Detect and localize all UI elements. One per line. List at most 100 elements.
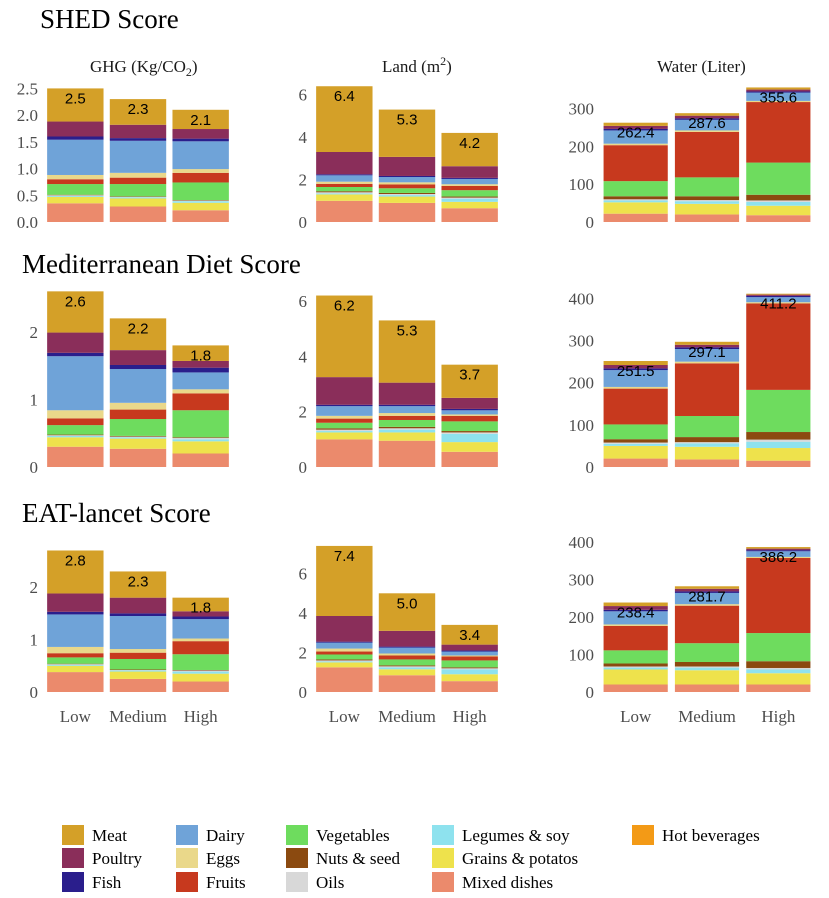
segment-fruits [109, 409, 167, 420]
y-tick-label: 2 [30, 578, 39, 597]
segment-grains-potatos [378, 432, 436, 441]
segment-eggs [47, 174, 104, 180]
segment-oils [746, 200, 811, 202]
segment-vegetables [316, 187, 373, 192]
segment-legumes-soy [674, 201, 740, 204]
x-tick-label: Medium [678, 707, 736, 726]
bar-total-label: 297.1 [688, 344, 726, 361]
y-tick-label: 6 [299, 292, 308, 311]
segment-fruits [441, 185, 498, 191]
segment-legumes-soy [603, 667, 668, 670]
segment-fish [172, 616, 229, 620]
segment-grains-potatos [172, 202, 229, 211]
bar-total-label: 1.8 [190, 600, 211, 617]
legend-swatch [286, 825, 308, 845]
segment-fish [674, 591, 740, 593]
bar-total-label: 3.4 [459, 627, 480, 644]
bar-total-label: 281.7 [688, 588, 726, 605]
segment-fruits [316, 183, 373, 187]
segment-legumes-soy [746, 201, 811, 206]
segment-dairy [172, 141, 229, 170]
segment-fruits [746, 102, 811, 163]
legend-swatch [62, 825, 84, 845]
segment-mixed-dishes [603, 684, 668, 692]
bar-high: 4.2 [441, 132, 498, 222]
segment-meat [172, 345, 229, 361]
x-tick-label: Low [620, 707, 652, 726]
bar-medium: 5.3 [378, 320, 436, 467]
bar-total-label: 2.2 [128, 320, 149, 337]
segment-fruits [674, 131, 740, 178]
segment-oils [603, 199, 668, 201]
segment-fish [441, 408, 498, 411]
segment-eggs [746, 302, 811, 304]
segment-nuts-seed [674, 661, 740, 667]
segment-fish [378, 646, 436, 648]
segment-meat [441, 364, 498, 398]
segment-grains-potatos [674, 670, 740, 685]
segment-dairy [441, 651, 498, 656]
segment-fish [172, 367, 229, 373]
panel-mediterranean-ghg: 0 1 2 2.6 2.2 1.8 [30, 291, 229, 477]
segment-legumes-soy [172, 439, 229, 442]
bar-total-label: 251.5 [617, 363, 655, 380]
y-tick-label: 0 [299, 213, 308, 232]
segment-grains-potatos [441, 674, 498, 682]
x-tick-label: High [453, 707, 488, 726]
segment-legumes-soy [441, 433, 498, 443]
segment-eggs [674, 130, 740, 132]
segment-oils [674, 666, 740, 668]
segment-eggs [441, 655, 498, 657]
segment-oils [674, 442, 740, 444]
segment-vegetables [316, 654, 373, 660]
y-tick-label: 1.0 [17, 160, 38, 179]
segment-meat [109, 571, 167, 598]
segment-meat [746, 87, 811, 90]
segment-dairy [109, 616, 167, 650]
segment-dairy [603, 130, 668, 144]
segment-oils [378, 428, 436, 430]
segment-dairy [603, 370, 668, 387]
segment-mixed-dishes [674, 684, 740, 692]
segment-oils [441, 197, 498, 199]
segment-oils [378, 666, 436, 668]
segment-vegetables [441, 421, 498, 432]
segment-fruits [746, 303, 811, 390]
legend-label: Meat [92, 826, 127, 845]
segment-grains-potatos [746, 673, 811, 685]
segment-oils [441, 668, 498, 670]
segment-fruits [47, 179, 104, 185]
segment-fruits [172, 641, 229, 655]
bar-medium: 2.2 [109, 318, 167, 467]
legend-item-meat: Meat [62, 825, 127, 845]
bar-total-label: 2.6 [65, 293, 86, 310]
segment-meat [674, 586, 740, 589]
segment-oils [316, 192, 373, 194]
segment-dairy [674, 349, 740, 362]
segment-fish [746, 550, 811, 552]
x-tick-label: Medium [378, 707, 436, 726]
segment-meat [316, 295, 373, 378]
bar-medium: 2.3 [109, 99, 167, 222]
legend-item-legumes-soy: Legumes & soy [432, 825, 570, 845]
segment-mixed-dishes [441, 208, 498, 222]
bar-high: 355.6 [746, 87, 811, 222]
row-title-mediterranean: Mediterranean Diet Score [22, 249, 301, 279]
legend-label: Oils [316, 873, 344, 892]
segment-fruits [109, 652, 167, 659]
segment-meat [441, 132, 498, 167]
bar-low: 262.4 [603, 122, 668, 222]
segment-nuts-seed [674, 437, 740, 443]
panels: 0.0 0.5 1.0 1.5 2.0 2.5 2.5 2.3 2.1 0 2 4 6 6.4 5.3 4.2… [17, 79, 811, 726]
segment-meat [378, 593, 436, 631]
segment-vegetables [441, 660, 498, 668]
segment-nuts-seed [603, 663, 668, 667]
segment-poultry [441, 644, 498, 651]
legend-item-dairy: Dairy [176, 825, 245, 845]
segment-mixed-dishes [109, 206, 167, 222]
row-title-eat-lancet: EAT-lancet Score [22, 498, 211, 528]
segment-nuts-seed [378, 192, 436, 194]
segment-eggs [109, 649, 167, 653]
segment-nuts-seed [746, 661, 811, 668]
segment-nuts-seed [316, 428, 373, 430]
